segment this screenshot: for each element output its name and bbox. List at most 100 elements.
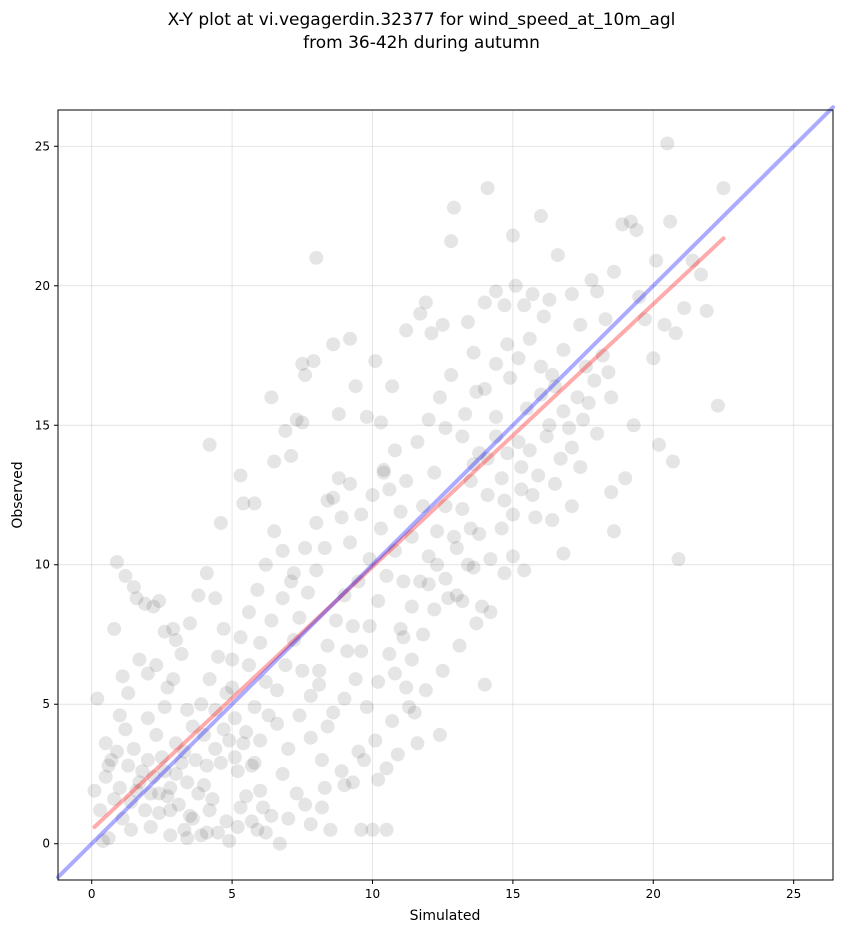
data-point <box>533 359 548 374</box>
data-point <box>239 789 254 804</box>
data-point <box>660 136 675 151</box>
data-point <box>230 819 245 834</box>
data-point <box>168 736 183 751</box>
data-point <box>326 490 341 505</box>
data-point <box>278 658 293 673</box>
data-point <box>413 574 428 589</box>
data-point <box>694 267 709 282</box>
data-point <box>671 552 686 567</box>
data-point <box>205 792 220 807</box>
data-point <box>216 621 231 636</box>
data-point <box>584 273 599 288</box>
data-point <box>505 507 520 522</box>
data-point <box>303 688 318 703</box>
data-point <box>598 312 613 327</box>
data-point <box>387 666 402 681</box>
data-point <box>124 794 139 809</box>
data-point <box>458 407 473 422</box>
data-point <box>250 582 265 597</box>
data-point <box>556 342 571 357</box>
data-point <box>225 652 240 667</box>
data-point <box>401 700 416 715</box>
data-point <box>157 700 172 715</box>
regression-line <box>92 236 726 829</box>
data-point <box>185 719 200 734</box>
chart-title-line2: from 36-42h during autumn <box>303 33 540 53</box>
data-point <box>480 488 495 502</box>
data-point <box>416 627 431 642</box>
data-point <box>298 368 313 383</box>
data-point <box>421 412 436 427</box>
data-point <box>357 753 372 768</box>
data-point <box>146 599 161 614</box>
data-point <box>314 753 329 768</box>
data-point <box>191 786 206 801</box>
data-point <box>340 644 355 659</box>
data-point <box>230 764 245 779</box>
data-point <box>258 557 273 572</box>
data-point <box>292 610 307 625</box>
data-point <box>126 580 141 595</box>
data-point <box>528 510 543 525</box>
data-point <box>497 566 512 581</box>
x-axis-label: Simulated <box>410 908 481 924</box>
data-point <box>213 755 228 770</box>
data-point <box>267 524 282 539</box>
data-point <box>455 429 470 444</box>
data-point <box>163 828 178 843</box>
data-point <box>270 683 285 698</box>
data-point <box>418 295 433 310</box>
data-point <box>348 379 363 394</box>
data-point <box>90 691 105 706</box>
reference-lines <box>56 105 835 880</box>
data-point <box>202 803 217 818</box>
data-point <box>121 686 136 701</box>
data-point <box>393 504 408 519</box>
data-point <box>264 613 279 628</box>
data-point <box>469 616 484 631</box>
data-point <box>331 407 346 422</box>
x-tick-label: 25 <box>786 887 801 901</box>
data-point <box>483 552 498 567</box>
data-point <box>140 753 155 768</box>
data-point <box>446 529 461 544</box>
data-point <box>146 769 161 784</box>
data-point <box>143 819 158 834</box>
data-point <box>239 725 254 740</box>
data-point <box>404 652 419 667</box>
data-point <box>93 803 108 818</box>
data-point <box>166 621 181 636</box>
data-point <box>576 412 591 427</box>
data-point <box>418 683 433 698</box>
data-point <box>275 591 290 606</box>
data-point <box>168 633 183 648</box>
data-point <box>264 390 279 405</box>
data-point <box>143 786 158 801</box>
data-point <box>435 317 450 332</box>
data-point <box>343 476 358 491</box>
data-point <box>497 493 512 508</box>
data-point <box>632 289 647 304</box>
data-point <box>595 348 610 363</box>
data-point <box>508 278 523 293</box>
data-point <box>101 758 116 773</box>
data-point <box>118 722 133 737</box>
data-point <box>424 326 439 341</box>
data-point <box>477 677 492 692</box>
data-point <box>413 306 428 321</box>
data-point <box>272 836 287 851</box>
data-point <box>241 658 256 673</box>
data-point <box>247 755 262 770</box>
data-point <box>371 772 386 787</box>
data-point <box>152 806 167 821</box>
data-point <box>261 708 276 723</box>
data-point <box>227 750 242 765</box>
data-point <box>545 368 560 383</box>
data-point <box>182 808 197 823</box>
data-point <box>587 373 602 388</box>
data-point <box>337 691 352 706</box>
data-point <box>219 686 234 701</box>
data-point <box>152 786 167 801</box>
data-point <box>354 822 369 837</box>
